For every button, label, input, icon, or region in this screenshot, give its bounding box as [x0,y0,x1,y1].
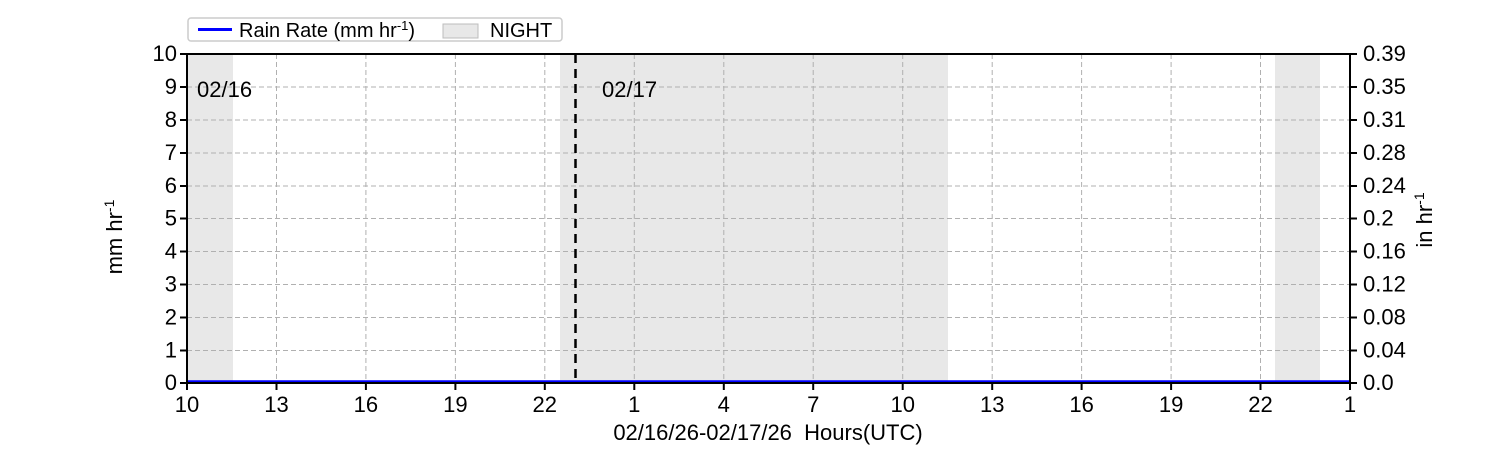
svg-text:0.04: 0.04 [1363,338,1406,363]
svg-text:16: 16 [354,392,378,417]
svg-text:8: 8 [165,107,177,132]
svg-text:0.31: 0.31 [1363,107,1406,132]
svg-text:19: 19 [1159,392,1183,417]
svg-text:10: 10 [890,392,914,417]
svg-text:1: 1 [628,392,640,417]
svg-text:4: 4 [718,392,730,417]
svg-text:2: 2 [165,305,177,330]
svg-text:22: 22 [533,392,557,417]
svg-text:0.35: 0.35 [1363,74,1406,99]
svg-text:0.12: 0.12 [1363,272,1406,297]
svg-text:0.28: 0.28 [1363,140,1406,165]
svg-text:4: 4 [165,239,177,264]
svg-text:1: 1 [1344,392,1356,417]
svg-text:3: 3 [165,272,177,297]
svg-text:9: 9 [165,74,177,99]
svg-text:Rain Rate (mm hr-1): Rain Rate (mm hr-1) [239,18,415,43]
svg-text:7: 7 [807,392,819,417]
svg-text:22: 22 [1248,392,1272,417]
svg-text:NIGHT: NIGHT [490,20,552,42]
svg-text:02/16/26-02/17/26 Hours(UTC): 02/16/26-02/17/26 Hours(UTC) [613,420,922,445]
svg-text:16: 16 [1069,392,1093,417]
svg-text:02/16: 02/16 [197,77,252,102]
svg-text:0.24: 0.24 [1363,173,1406,198]
svg-text:1: 1 [165,338,177,363]
svg-text:0.2: 0.2 [1363,206,1394,231]
svg-text:10: 10 [153,41,177,66]
svg-text:7: 7 [165,140,177,165]
svg-text:13: 13 [980,392,1004,417]
svg-text:02/17: 02/17 [602,77,657,102]
svg-text:0.16: 0.16 [1363,239,1406,264]
svg-text:5: 5 [165,206,177,231]
svg-text:10: 10 [175,392,199,417]
svg-text:13: 13 [264,392,288,417]
svg-text:0.0: 0.0 [1363,370,1394,395]
svg-text:0.08: 0.08 [1363,305,1406,330]
svg-text:0.39: 0.39 [1363,41,1406,66]
svg-text:6: 6 [165,173,177,198]
svg-text:19: 19 [443,392,467,417]
